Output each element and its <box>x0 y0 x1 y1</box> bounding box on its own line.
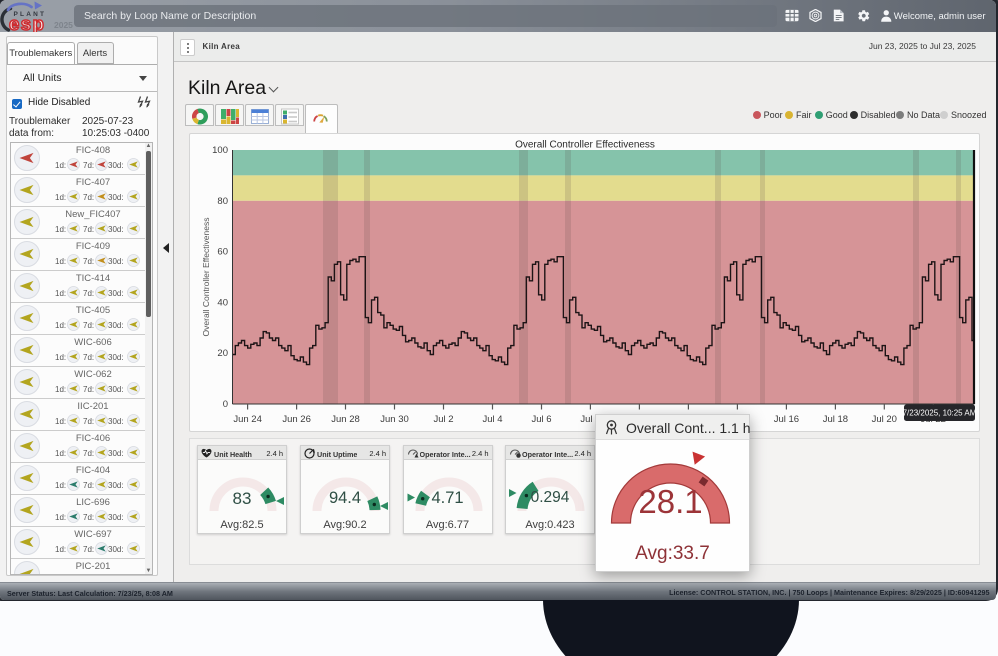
svg-text:Overall Controller Effectivene: Overall Controller Effectiveness <box>201 218 211 337</box>
svg-text:Jun 26: Jun 26 <box>282 414 311 425</box>
svg-text:7/23/2025, 10:25 AM: 7/23/2025, 10:25 AM <box>903 409 977 418</box>
svg-text:Jul 18: Jul 18 <box>823 414 848 425</box>
svg-text:Jul 6: Jul 6 <box>531 414 551 425</box>
svg-text:Jul 8: Jul 8 <box>580 414 600 425</box>
svg-text:28.1: 28.1 <box>638 483 702 520</box>
svg-text:60: 60 <box>217 247 228 258</box>
svg-text:80: 80 <box>217 196 228 207</box>
svg-text:Overall Controller Effectivene: Overall Controller Effectiveness <box>515 140 655 151</box>
svg-text:40: 40 <box>217 297 228 308</box>
svg-text:Jul 16: Jul 16 <box>774 414 799 425</box>
svg-text:Jun 28: Jun 28 <box>331 414 360 425</box>
svg-text:Jun 24: Jun 24 <box>233 414 262 425</box>
svg-text:0: 0 <box>223 399 228 410</box>
svg-text:Jul 20: Jul 20 <box>872 414 897 425</box>
svg-text:Jul 2: Jul 2 <box>433 414 453 425</box>
svg-text:Jun 30: Jun 30 <box>380 414 409 425</box>
svg-text:Jul 4: Jul 4 <box>482 414 502 425</box>
svg-text:20: 20 <box>217 348 228 359</box>
svg-text:100: 100 <box>212 145 228 156</box>
